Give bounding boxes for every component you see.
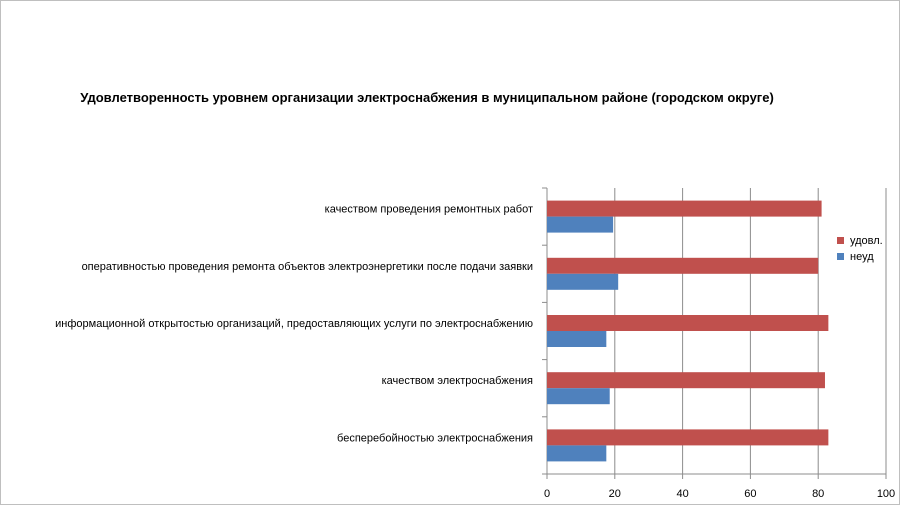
- category-label: бесперебойностью электроснабжения: [337, 432, 533, 444]
- legend: удовл. неуд: [837, 235, 883, 263]
- x-tick-label: 0: [544, 488, 550, 500]
- chart-title: Удовлетворенность уровнем организации эл…: [80, 90, 774, 105]
- bar-udovl: [547, 429, 829, 446]
- bar-udovl: [547, 372, 825, 389]
- x-tick-label: 100: [877, 488, 895, 500]
- x-tick-label: 60: [744, 488, 756, 500]
- bar-neud: [547, 216, 614, 233]
- bar-neud: [547, 388, 610, 405]
- legend-swatch: [837, 237, 844, 244]
- x-tick-label: 20: [609, 488, 621, 500]
- bar-udovl: [547, 200, 822, 217]
- axes: [542, 187, 887, 479]
- bar-udovl: [547, 315, 829, 331]
- category-label: информационной открытостью организаций, …: [55, 318, 533, 330]
- bar-udovl: [547, 257, 819, 274]
- category-label: качеством электроснабжения: [382, 375, 533, 387]
- x-tick-label: 40: [676, 488, 688, 500]
- bar-neud: [547, 273, 619, 290]
- legend-swatch: [837, 253, 844, 260]
- x-tick-label: 80: [812, 488, 824, 500]
- category-label: оперативностью проведения ремонта объект…: [82, 261, 533, 273]
- bar-neud: [547, 331, 607, 347]
- legend-label: удовл.: [850, 235, 883, 247]
- bars: [547, 200, 829, 462]
- tick-labels: 0 20 40 60 80 100: [544, 488, 895, 500]
- category-label: качеством проведения ремонтных работ: [325, 204, 533, 216]
- bar-neud: [547, 445, 607, 462]
- legend-label: неуд: [850, 251, 874, 263]
- category-labels: качеством проведения ремонтных работ опер…: [55, 204, 533, 445]
